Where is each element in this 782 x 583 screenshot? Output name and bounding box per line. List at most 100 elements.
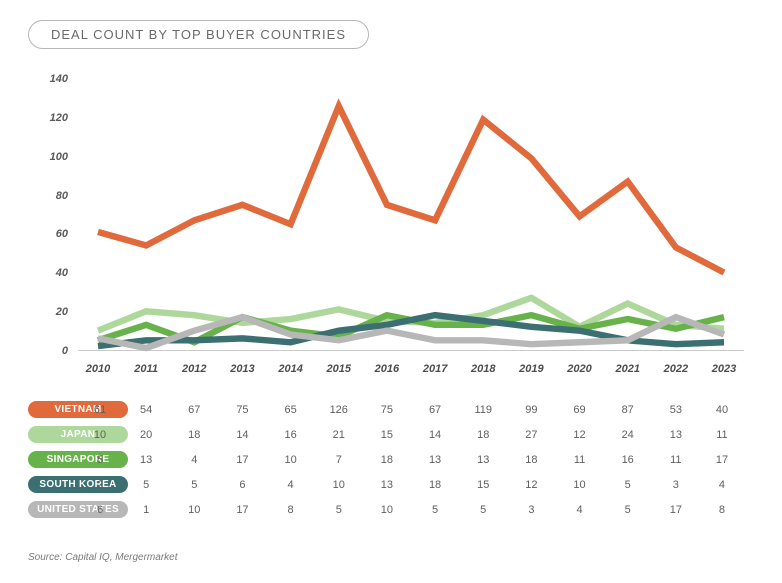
table-cell: 16	[267, 422, 315, 447]
y-tick-label: 120	[50, 112, 68, 124]
series-line	[98, 106, 724, 272]
table-cell: 6	[218, 472, 266, 497]
table-cell: 27	[507, 422, 555, 447]
legend-pill-cell: SOUTH KOREA	[28, 472, 78, 497]
y-tick-label: 20	[56, 306, 68, 318]
table-cell: 12	[555, 422, 603, 447]
table-cell: 40	[700, 397, 744, 422]
table-cell: 5	[411, 497, 459, 522]
table-cell: 4	[700, 472, 744, 497]
table-cell: 17	[652, 497, 700, 522]
table-cell: 10	[267, 447, 315, 472]
table-cell: 75	[363, 397, 411, 422]
table-cell: 11	[700, 422, 744, 447]
table-cell: 17	[700, 447, 744, 472]
table-cell: 3	[507, 497, 555, 522]
legend-pill: UNITED STATES	[28, 501, 128, 518]
table-cell: 18	[363, 447, 411, 472]
legend-pill: JAPAN	[28, 426, 128, 443]
x-tick-label: 2018	[471, 363, 495, 375]
table-cell: 5	[604, 497, 652, 522]
table-row: JAPAN1020181416211514182712241311	[28, 422, 744, 447]
table-cell: 3	[652, 472, 700, 497]
table-cell: 18	[507, 447, 555, 472]
x-tick-label: 2014	[278, 363, 302, 375]
y-tick-label: 140	[50, 73, 68, 85]
table-cell: 99	[507, 397, 555, 422]
table-cell: 54	[122, 397, 170, 422]
x-tick-label: 2011	[134, 363, 158, 375]
table-cell: 16	[604, 447, 652, 472]
table-cell: 5	[459, 497, 507, 522]
table-cell: 87	[604, 397, 652, 422]
y-axis: 020406080100120140	[28, 79, 74, 351]
table-cell: 18	[459, 422, 507, 447]
table-cell: 13	[411, 447, 459, 472]
chart-area: 020406080100120140 201020112012201320142…	[28, 79, 754, 389]
legend-pill: SINGAPORE	[28, 451, 128, 468]
table-cell: 17	[218, 497, 266, 522]
table-cell: 20	[122, 422, 170, 447]
table-cell: 13	[122, 447, 170, 472]
table-cell: 15	[363, 422, 411, 447]
x-tick-label: 2023	[712, 363, 736, 375]
table-row: UNITED STATES611017851055345178	[28, 497, 744, 522]
legend-pill-cell: SINGAPORE	[28, 447, 78, 472]
table-cell: 67	[411, 397, 459, 422]
x-tick-label: 2010	[86, 363, 110, 375]
table-cell: 65	[267, 397, 315, 422]
table-cell: 7	[315, 447, 363, 472]
table-cell: 5	[604, 472, 652, 497]
table-cell: 119	[459, 397, 507, 422]
x-tick-label: 2016	[375, 363, 399, 375]
y-tick-label: 40	[56, 267, 68, 279]
legend-pill-cell: VIETNAM	[28, 397, 78, 422]
table-cell: 10	[315, 472, 363, 497]
table-cell: 126	[315, 397, 363, 422]
y-tick-label: 0	[62, 345, 68, 357]
source-text: Source: Capital IQ, Mergermarket	[28, 552, 754, 563]
x-axis: 2010 2011 2012 2013 2014 2015 2016 2017 2018 2019…	[78, 357, 744, 389]
table-cell: 21	[315, 422, 363, 447]
table-cell: 8	[700, 497, 744, 522]
table-cell: 11	[652, 447, 700, 472]
table-cell: 14	[411, 422, 459, 447]
legend-pill-cell: UNITED STATES	[28, 497, 78, 522]
table-cell: 4	[555, 497, 603, 522]
table-row: SINGAPORE5134171071813131811161117	[28, 447, 744, 472]
legend-data-table: VIETNAM615467756512675671199969875340JAP…	[28, 397, 744, 522]
table-cell: 4	[170, 447, 218, 472]
table-cell: 69	[555, 397, 603, 422]
table-cell: 10	[555, 472, 603, 497]
table-cell: 24	[604, 422, 652, 447]
table-cell: 18	[170, 422, 218, 447]
table-cell: 13	[363, 472, 411, 497]
table-cell: 15	[459, 472, 507, 497]
table-cell: 11	[555, 447, 603, 472]
table-cell: 13	[652, 422, 700, 447]
x-tick-label: 2015	[327, 363, 351, 375]
legend-pill-cell: JAPAN	[28, 422, 78, 447]
x-tick-label: 2019	[519, 363, 543, 375]
table-cell: 5	[315, 497, 363, 522]
y-tick-label: 100	[50, 151, 68, 163]
table-row: VIETNAM615467756512675671199969875340	[28, 397, 744, 422]
table-cell: 8	[267, 497, 315, 522]
series-line	[98, 298, 724, 331]
legend-pill: SOUTH KOREA	[28, 476, 128, 493]
table-row: SOUTH KOREA25564101318151210534	[28, 472, 744, 497]
x-tick-label: 2012	[182, 363, 206, 375]
y-tick-label: 60	[56, 228, 68, 240]
table-cell: 13	[459, 447, 507, 472]
x-tick-label: 2020	[567, 363, 591, 375]
x-tick-label: 2017	[423, 363, 447, 375]
x-tick-label: 2013	[230, 363, 254, 375]
chart-title-pill: DEAL COUNT BY TOP BUYER COUNTRIES	[28, 20, 369, 49]
table-cell: 4	[267, 472, 315, 497]
table-cell: 5	[170, 472, 218, 497]
x-tick-label: 2022	[664, 363, 688, 375]
table-cell: 10	[170, 497, 218, 522]
table-cell: 75	[218, 397, 266, 422]
legend-pill: VIETNAM	[28, 401, 128, 418]
table-cell: 12	[507, 472, 555, 497]
